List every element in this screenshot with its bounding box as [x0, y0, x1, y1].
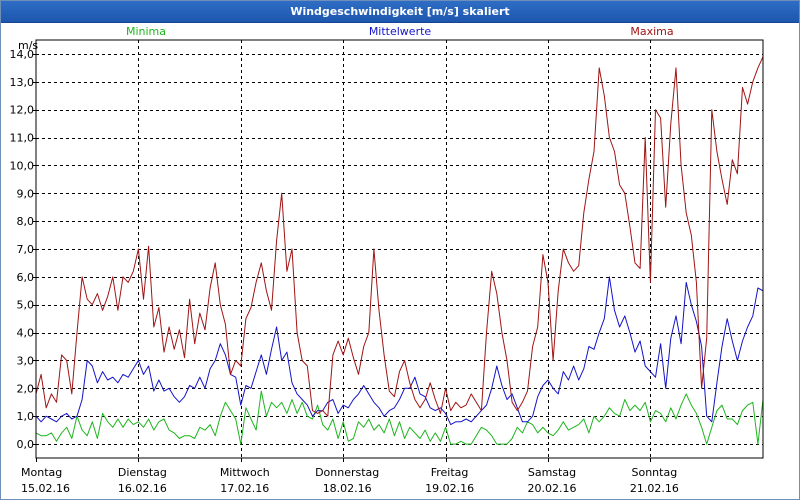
y-tick-label-10: 10,0 — [10, 159, 35, 172]
x-tick-date-0: 15.02.16 — [21, 482, 70, 495]
x-tick-date-3: 18.02.16 — [323, 482, 372, 495]
y-tick-label-3: 3,0 — [17, 354, 35, 367]
x-tick-day-4: Freitag — [431, 466, 469, 479]
y-tick-label-12: 12,0 — [10, 104, 35, 117]
x-tick-date-1: 16.02.16 — [118, 482, 167, 495]
y-tick-label-6: 6,0 — [17, 271, 35, 284]
x-tick-date-6: 21.02.16 — [630, 482, 679, 495]
y-tick-label-2: 2,0 — [17, 382, 35, 395]
series-line-maxima — [35, 56, 764, 417]
legend-mittelwerte: Mittelwerte — [369, 25, 432, 38]
y-tick-label-7: 7,0 — [17, 243, 35, 256]
y-tick-label-8: 8,0 — [17, 215, 35, 228]
y-tick-label-9: 9,0 — [17, 187, 35, 200]
x-tick-day-5: Samstag — [528, 466, 576, 479]
y-tick-label-1: 1,0 — [17, 410, 35, 423]
legend-maxima: Maxima — [630, 25, 673, 38]
x-tick-date-2: 17.02.16 — [220, 482, 269, 495]
x-tick-date-5: 20.02.16 — [527, 482, 576, 495]
x-tick-day-1: Dienstag — [118, 466, 167, 479]
y-axis-unit: m/s — [18, 39, 38, 52]
series-lines — [35, 56, 764, 445]
x-tick-day-0: Montag — [21, 466, 62, 479]
legend-minima: Minima — [126, 25, 166, 38]
y-tick-label-4: 4,0 — [17, 327, 35, 340]
y-tick-label-14: 14,0 — [10, 48, 35, 61]
chart-title: Windgeschwindigkeit [m/s] skaliert — [290, 5, 510, 18]
y-tick-label-13: 13,0 — [10, 76, 35, 89]
series-line-mittelwerte — [35, 276, 764, 426]
y-tick-label-11: 11,0 — [10, 132, 35, 145]
x-tick-day-3: Donnerstag — [315, 466, 379, 479]
legend: Minima Mittelwerte Maxima — [126, 25, 674, 38]
x-tick-date-4: 19.02.16 — [425, 482, 474, 495]
grid — [36, 40, 763, 458]
y-axis: 0,0 1,0 2,0 3,0 4,0 5,0 6,0 7,0 8,0 9,0 10,0 11,0 12… — [10, 48, 36, 451]
x-axis: Montag 15.02.16 Dienstag 16.02.16 Mittwoch 17… — [21, 458, 679, 495]
series-line-minima — [35, 390, 764, 445]
y-tick-label-5: 5,0 — [17, 299, 35, 312]
y-tick-label-0: 0,0 — [17, 438, 35, 451]
title-bar: Windgeschwindigkeit [m/s] skaliert — [1, 1, 799, 23]
x-tick-day-2: Mittwoch — [220, 466, 270, 479]
x-tick-day-6: Sonntag — [632, 466, 678, 479]
